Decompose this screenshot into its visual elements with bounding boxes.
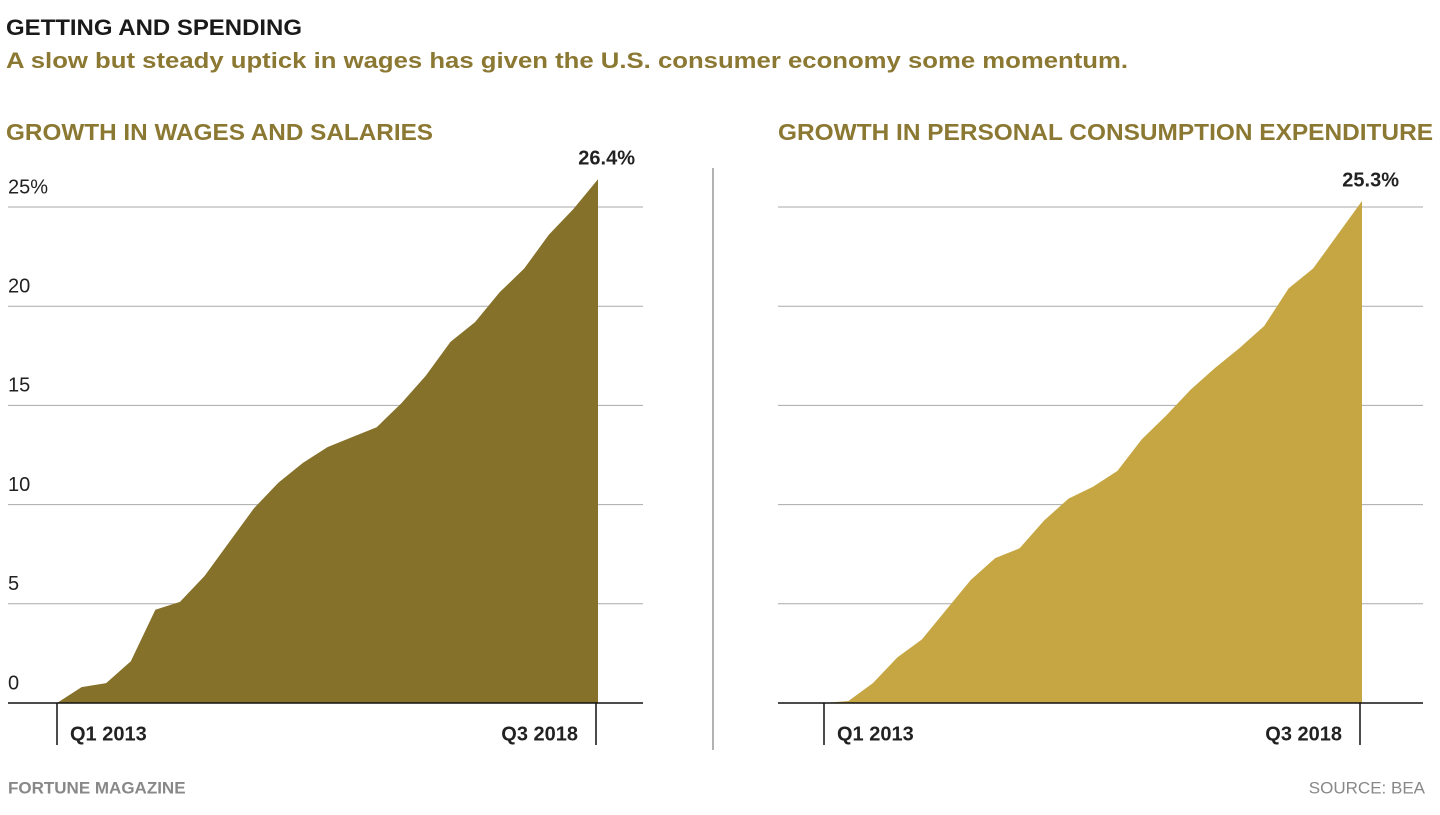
y-tick-label: 15 [8, 375, 30, 397]
x-tick-label: Q3 2018 [501, 723, 578, 745]
y-tick-label: 25% [8, 176, 48, 198]
value-label: 26.4% [578, 148, 635, 170]
chart-title: GROWTH IN WAGES AND SALARIES [6, 119, 433, 145]
y-tick-label: 0 [8, 672, 19, 694]
area [57, 179, 598, 703]
chart-title: GROWTH IN PERSONAL CONSUMPTION EXPENDITU… [778, 119, 1433, 145]
area [824, 201, 1362, 703]
y-tick-label: 5 [8, 573, 19, 595]
page-title: GETTING AND SPENDING [6, 15, 302, 40]
source: SOURCE: BEA [1309, 778, 1426, 797]
x-tick-label: Q1 2013 [837, 723, 914, 745]
value-label: 25.3% [1342, 169, 1399, 191]
x-tick-label: Q1 2013 [70, 723, 147, 745]
credit: FORTUNE MAGAZINE [8, 778, 186, 797]
x-tick-label: Q3 2018 [1265, 723, 1342, 745]
page-subtitle: A slow but steady uptick in wages has gi… [6, 48, 1128, 73]
y-tick-label: 10 [8, 474, 30, 496]
y-tick-label: 20 [8, 275, 30, 297]
